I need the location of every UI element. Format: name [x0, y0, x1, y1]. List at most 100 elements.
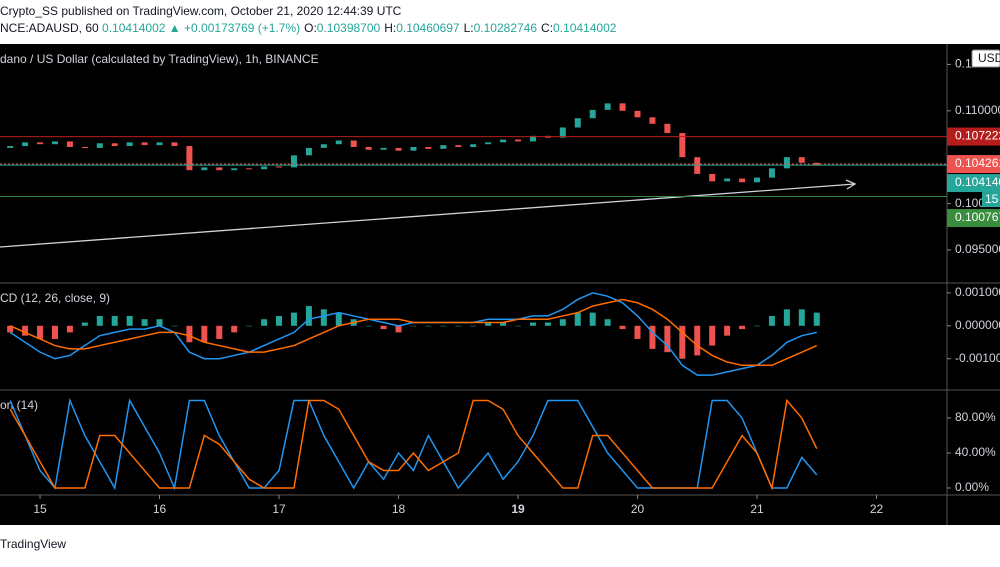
histogram-bar	[380, 325, 387, 330]
candle	[485, 142, 492, 145]
histogram-bar	[470, 325, 477, 327]
pane-title: dano / US Dollar (calculated by TradingV…	[0, 52, 319, 66]
y-tick-label: 0.000000	[955, 318, 1000, 332]
symbol: NCE:ADAUSD, 60	[0, 21, 99, 35]
histogram-bar	[201, 325, 208, 343]
histogram-bar	[500, 322, 507, 326]
price-badge	[947, 209, 1000, 228]
candle	[754, 177, 761, 183]
candle	[440, 145, 447, 149]
candle	[604, 103, 611, 110]
candle	[559, 127, 566, 138]
histogram-bar	[365, 325, 372, 327]
histogram-bar	[813, 312, 820, 326]
price-badge-label: 0.104261	[955, 156, 1000, 170]
histogram-bar	[231, 325, 238, 333]
candle	[529, 135, 536, 142]
candle	[679, 133, 686, 158]
candle	[305, 147, 312, 156]
candle	[724, 178, 731, 182]
histogram-bar	[156, 319, 163, 326]
histogram-bar	[261, 319, 268, 326]
candle	[395, 147, 402, 151]
histogram-bar	[574, 312, 581, 326]
histogram-bar	[37, 325, 44, 339]
countdown-badge	[982, 192, 1000, 208]
y-tick-label: 80.00%	[955, 410, 996, 424]
price-badge-label: 0.107222	[955, 129, 1000, 143]
candle	[66, 141, 73, 147]
histogram-bar	[544, 322, 551, 326]
histogram-bar	[335, 312, 342, 326]
candle	[739, 178, 746, 183]
candle	[290, 155, 297, 168]
histogram-bar	[798, 309, 805, 326]
histogram-bar	[246, 325, 253, 327]
ohlc-label: L:	[464, 21, 474, 35]
candle	[425, 146, 432, 149]
candle	[141, 142, 148, 146]
candle	[410, 146, 417, 151]
histogram-bar	[51, 325, 58, 339]
histogram-bar	[440, 325, 447, 327]
histogram-bar	[290, 312, 297, 326]
candle	[96, 143, 103, 148]
x-tick-label: 20	[631, 502, 645, 516]
histogram-bar	[589, 312, 596, 326]
x-tick-label: 15	[33, 502, 47, 516]
last-price: 0.10414002	[102, 21, 166, 35]
histogram-bar	[709, 325, 716, 346]
x-tick-label: 18	[392, 502, 406, 516]
candle	[515, 139, 522, 142]
candle	[798, 157, 805, 163]
candle	[500, 139, 507, 143]
candle	[664, 123, 671, 134]
histogram-bar	[455, 325, 462, 327]
candle	[186, 146, 193, 171]
ohlc-label: O:	[304, 21, 317, 35]
countdown: 15	[985, 192, 999, 206]
chart-area	[0, 44, 1000, 525]
candle	[380, 147, 387, 150]
price-badge	[947, 155, 1000, 174]
histogram-bar	[783, 309, 790, 326]
y-tick-label: 0.110000	[955, 103, 1000, 117]
histogram-bar	[529, 322, 536, 326]
histogram-bar	[276, 315, 283, 326]
candle	[455, 145, 462, 147]
histogram-bar	[186, 325, 193, 343]
histogram-bar	[485, 322, 492, 326]
histogram-bar	[604, 319, 611, 326]
candle	[51, 141, 58, 145]
currency: USD	[978, 51, 1000, 65]
indicator-line	[9, 298, 818, 367]
histogram-bar	[634, 325, 641, 339]
candle	[22, 142, 29, 147]
histogram-bar	[22, 325, 29, 336]
price-badge-label: 0.104140	[955, 175, 1000, 189]
indicator-line	[9, 398, 818, 491]
pane-title: on (14)	[0, 398, 38, 412]
currency-box	[971, 49, 1000, 68]
candle	[470, 144, 477, 147]
x-tick-label: 19	[511, 502, 525, 516]
histogram-bar	[724, 325, 731, 336]
histogram-bar	[768, 315, 775, 326]
candle	[709, 173, 716, 182]
histogram-bar	[111, 315, 118, 326]
pane-title: CD (12, 26, close, 9)	[0, 291, 110, 305]
candle	[320, 144, 327, 148]
histogram-bar	[305, 306, 312, 326]
candle	[231, 168, 238, 171]
candle	[783, 157, 790, 169]
histogram-bar	[664, 325, 671, 353]
footer: TradingView	[0, 537, 66, 551]
ohlc-value: 0.10398700	[317, 21, 381, 35]
candle	[37, 142, 44, 145]
change: +0.00173769 (+1.7%)	[184, 21, 300, 35]
histogram-bar	[141, 319, 148, 326]
histogram-bar	[649, 325, 656, 349]
